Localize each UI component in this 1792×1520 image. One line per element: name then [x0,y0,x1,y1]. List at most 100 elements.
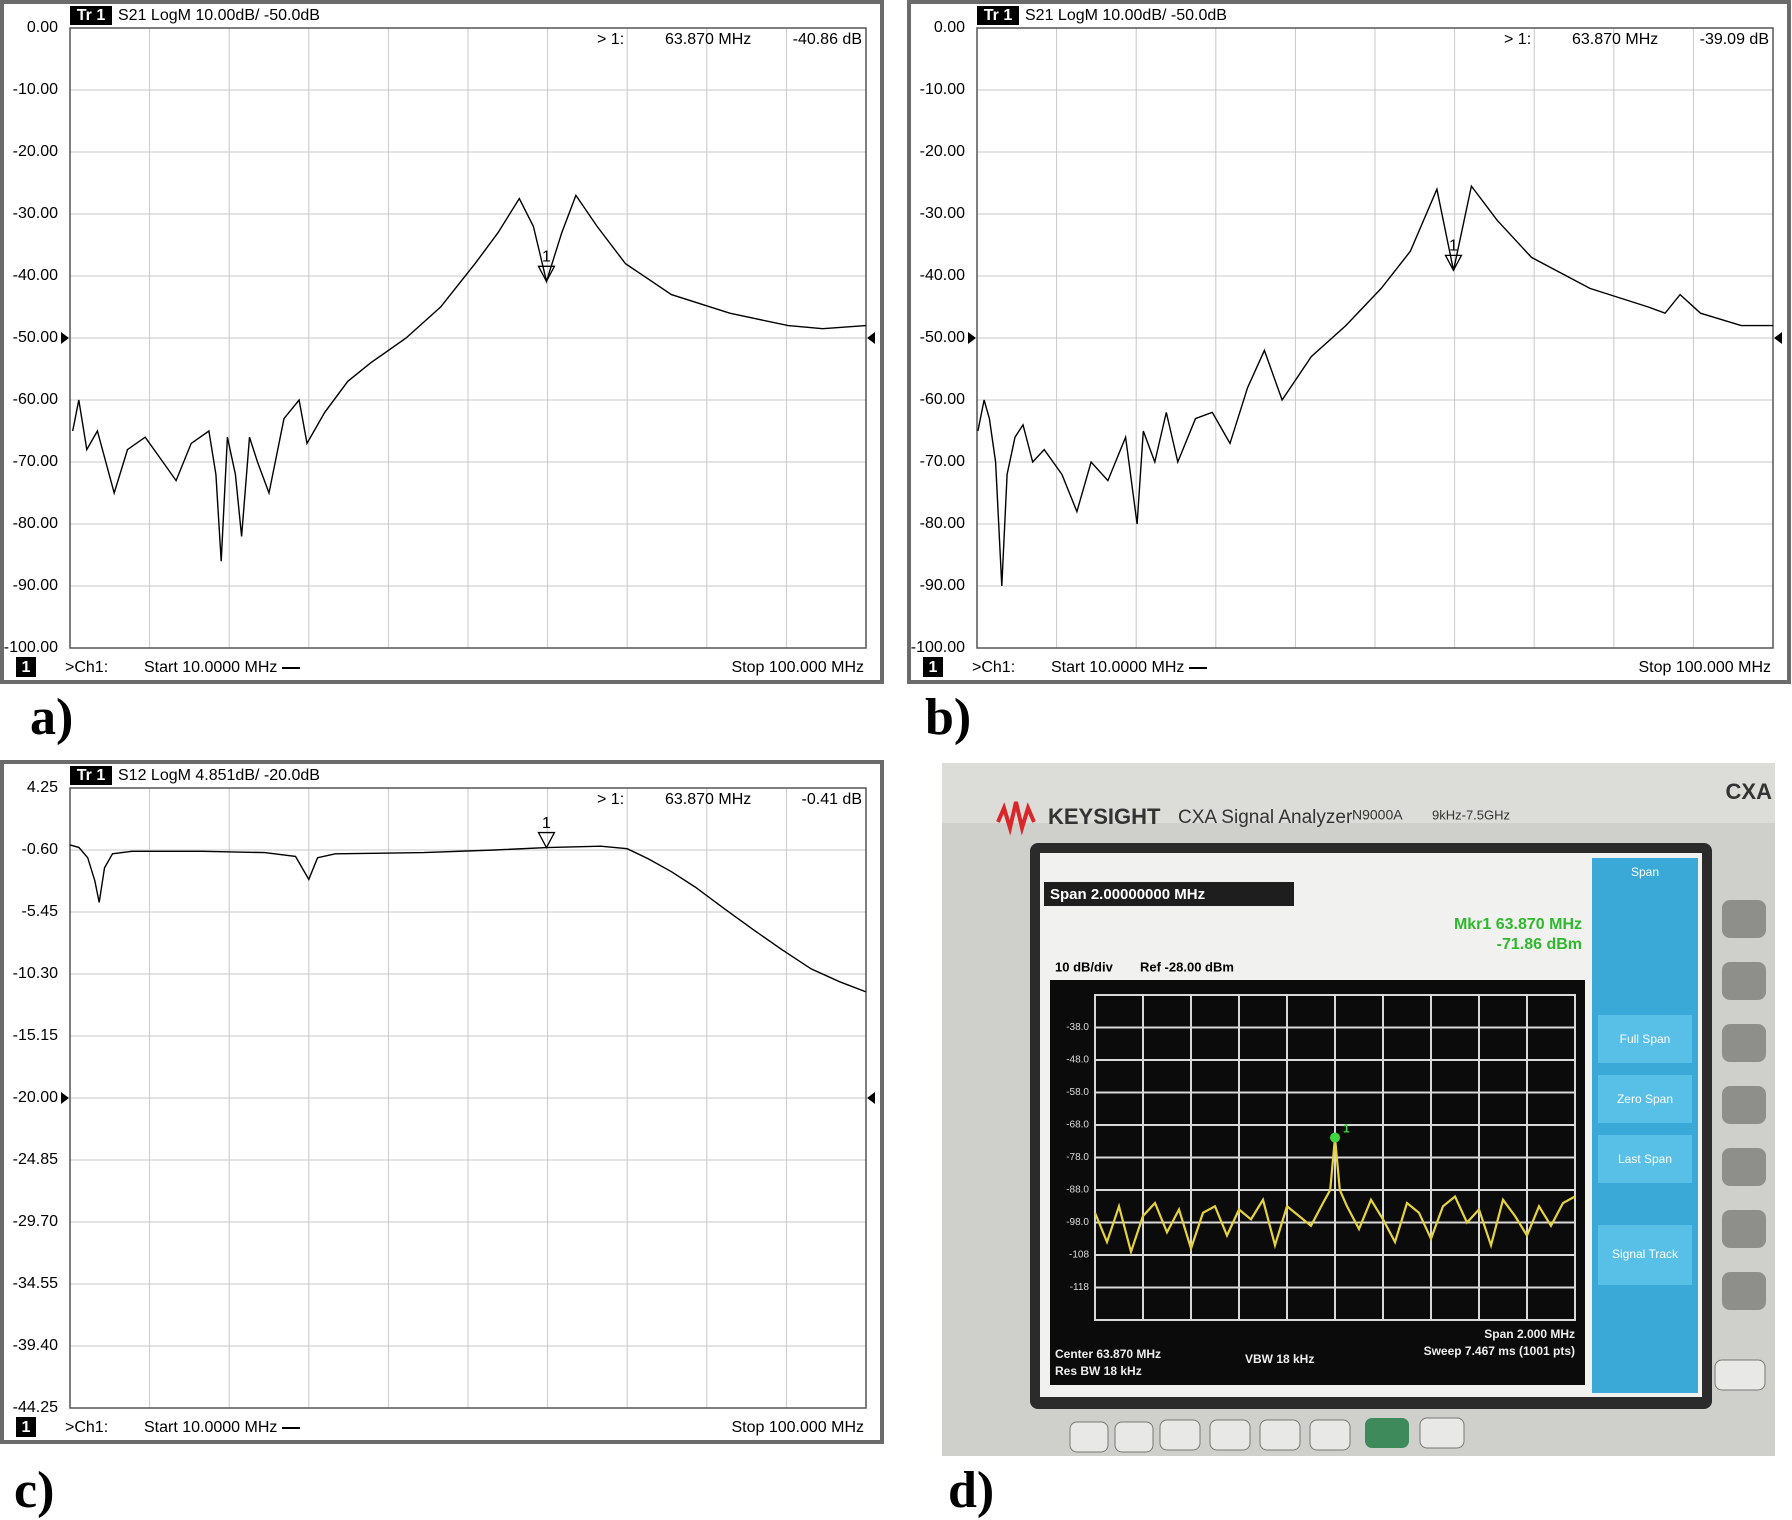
trace [977,184,1773,587]
panel [0,0,884,684]
frequency-range: 9kHz-7.5GHz [1432,807,1510,822]
channel: >Ch1: [65,659,108,676]
channel-badge [16,1417,36,1437]
channel: >Ch1: [972,659,1015,676]
softkey [1598,1075,1692,1123]
span-footer: Span 2.000 MHz [1484,1327,1575,1341]
marker [537,265,556,283]
front-button [1114,1421,1154,1453]
vbw: VBW 18 kHz [1245,1352,1314,1366]
y-tick-label: -60.00 [13,391,58,408]
softkey [1598,1225,1692,1285]
reference-arrow [61,1092,69,1104]
front-button [1209,1419,1251,1451]
plot-area [1094,994,1576,1321]
stop: Stop 100.000 MHz [1638,659,1771,676]
plot-area [69,787,867,1409]
y-tick-label: -100.00 [911,639,965,656]
marker-prefix: > 1: [597,791,624,808]
front-button [1309,1419,1351,1451]
start: Start 10.0000 MHz [144,659,277,676]
y-tick-label: -78.0 [1066,1152,1089,1163]
marker-value: -39.09 dB [1700,31,1769,48]
trace-badge [977,6,1019,25]
y-tick-label: -44.25 [13,1399,58,1416]
front-button [1259,1419,1301,1451]
y-tick-label: -20.00 [13,1089,58,1106]
reference-arrow [1774,332,1782,344]
y-tick-label: -10.00 [920,81,965,98]
marker [1444,254,1463,272]
marker-prefix: > 1: [597,31,624,48]
softkey-label: Full Span [1620,1032,1671,1046]
marker [537,831,556,849]
marker-value: -40.86 dB [793,31,862,48]
y-tick-label: -80.00 [920,515,965,532]
softkey-label: Signal Track [1612,1247,1679,1261]
y-tick-label: -88.0 [1066,1185,1089,1196]
marker-frequency: Mkr1 63.870 MHz [1454,916,1582,933]
chart-title: S21 LogM 10.00dB/ -50.0dB [118,7,320,24]
softkey-panel [1592,858,1698,1393]
y-tick-label: 4.25 [27,779,58,796]
y-tick-label: -60.00 [920,391,965,408]
y-tick-label: -20.00 [13,143,58,160]
reference: Ref -28.00 dBm [1140,959,1234,974]
marker-frequency: 63.870 MHz [665,791,751,808]
front-button [1365,1418,1409,1448]
channel-badge [16,657,36,677]
softkey-label: Zero Span [1617,1092,1673,1106]
y-tick-label: -34.55 [13,1275,58,1292]
y-tick-label: -68.0 [1066,1120,1089,1131]
marker-frequency: 63.870 MHz [1572,31,1658,48]
y-tick-label: -50.00 [13,329,58,346]
channel-number: 1 [22,1419,31,1436]
graticule-area [1050,980,1585,1385]
y-tick-label: -20.00 [920,143,965,160]
status-bar [1044,882,1294,906]
brand: KEYSIGHT [1048,804,1161,829]
y-tick-label: -10.00 [13,81,58,98]
trace [72,193,867,562]
panel-label: a) [30,689,73,746]
logo [996,801,1036,836]
y-tick-label: -38.0 [1066,1022,1089,1033]
panel-label: b) [925,689,971,746]
y-tick-label: -40.00 [920,267,965,284]
y-tick-label: 0.00 [27,19,58,36]
trace-badge [70,766,112,785]
reference-arrow [867,332,875,344]
y-tick-label: -5.45 [22,903,59,920]
panel [0,760,884,1444]
side-button [1722,1086,1766,1124]
marker-prefix: > 1: [1504,31,1531,48]
softkey-label: Span [1631,865,1659,879]
softkey [1598,1135,1692,1183]
center: Center 63.870 MHz [1055,1347,1161,1361]
plot-area [69,27,867,649]
marker-label: 1 [1449,238,1458,255]
channel-badge [923,657,943,677]
marker-value: -0.41 dB [802,791,862,808]
model-number: N9000A [1352,807,1403,823]
y-tick-label: -90.00 [920,577,965,594]
trace-badge [70,6,112,25]
reference-arrow [968,332,976,344]
trace-name: Tr 1 [77,7,106,24]
panel-label: c) [14,1462,54,1519]
y-tick-label: 0.00 [934,19,965,36]
channel-number: 1 [22,659,31,676]
side-button [1722,1210,1766,1248]
stop: Stop 100.000 MHz [731,1419,864,1436]
y-tick-label: -80.00 [13,515,58,532]
bezel-top [942,763,1775,823]
span: Span 2.00000000 MHz [1050,886,1205,903]
front-button [1419,1417,1465,1449]
y-tick-label: -39.40 [13,1337,58,1354]
y-tick-label: -70.00 [13,453,58,470]
chart-title: S21 LogM 10.00dB/ -50.0dB [1025,7,1227,24]
side-button [1722,900,1766,938]
reference-arrow [867,1092,875,1104]
y-tick-label: -98.0 [1066,1217,1089,1228]
